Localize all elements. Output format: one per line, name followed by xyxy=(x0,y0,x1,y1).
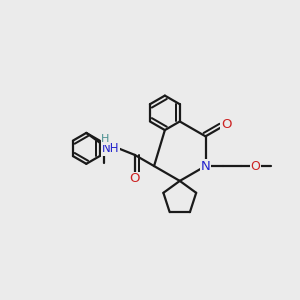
Text: O: O xyxy=(250,160,260,172)
Text: NH: NH xyxy=(102,142,119,155)
Text: N: N xyxy=(201,160,210,172)
Text: O: O xyxy=(130,172,140,185)
Text: O: O xyxy=(221,118,231,131)
Text: H: H xyxy=(101,134,110,144)
